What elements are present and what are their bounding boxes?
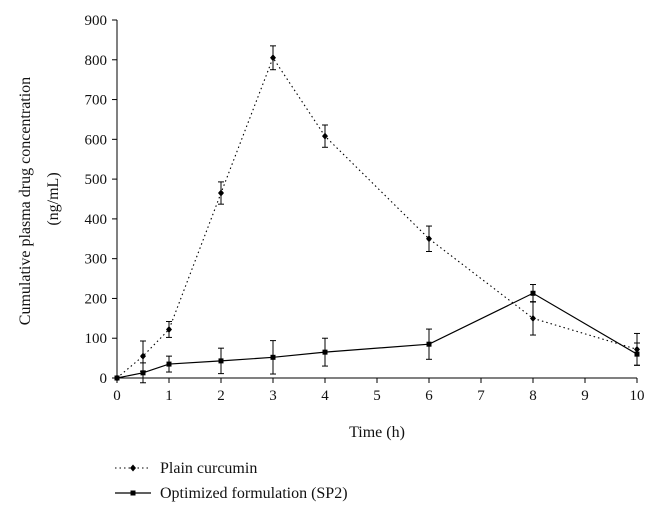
x-axis-title: Time (h) <box>349 424 405 441</box>
x-ticks-group: 0 1 2 3 4 5 6 7 8 9 10 <box>113 378 645 404</box>
y-ticks-group: 0 100 200 300 400 500 600 700 800 900 <box>85 13 117 387</box>
x-tick-label: 8 <box>529 388 537 404</box>
data-point <box>270 54 276 62</box>
data-point <box>426 235 432 243</box>
legend: Plain curcumin Optimized formulation (SP2… <box>115 460 348 502</box>
data-point <box>270 354 276 360</box>
y-tick-label: 700 <box>85 93 108 109</box>
data-point <box>140 352 146 360</box>
x-tick-label: 10 <box>630 388 645 404</box>
x-tick-label: 2 <box>217 388 225 404</box>
series-optimized-formulation <box>114 284 640 384</box>
data-point <box>114 375 120 381</box>
series-plain-curcumin <box>114 45 640 382</box>
data-point <box>322 349 328 355</box>
y-tick-label: 800 <box>85 53 108 69</box>
x-tick-label: 5 <box>373 388 381 404</box>
legend-item: Optimized formulation (SP2) <box>115 485 348 502</box>
data-point <box>530 314 536 322</box>
data-point <box>530 290 536 296</box>
data-point <box>140 370 146 376</box>
series-line <box>116 292 638 379</box>
y-tick-label: 400 <box>85 212 108 228</box>
legend-label: Optimized formulation (SP2) <box>160 485 348 502</box>
x-tick-label: 9 <box>581 388 589 404</box>
x-tick-label: 0 <box>113 388 121 404</box>
y-tick-label: 600 <box>85 132 108 148</box>
y-tick-label: 300 <box>85 252 108 268</box>
data-point <box>634 351 640 357</box>
y-tick-label: 500 <box>85 172 108 188</box>
y-tick-label: 900 <box>85 13 108 29</box>
legend-item: Plain curcumin <box>115 460 257 477</box>
x-tick-label: 3 <box>269 388 277 404</box>
x-tick-label: 1 <box>165 388 173 404</box>
y-axis-title-line2: (ng/mL) <box>45 172 62 225</box>
x-tick-label: 4 <box>321 388 329 404</box>
data-point <box>218 358 224 364</box>
data-point <box>166 325 172 333</box>
legend-label: Plain curcumin <box>160 460 257 477</box>
legend-marker <box>130 490 136 496</box>
y-tick-label: 100 <box>85 331 108 347</box>
series-line <box>116 56 638 379</box>
data-point <box>218 189 224 197</box>
legend-marker <box>130 464 136 472</box>
y-tick-label: 200 <box>85 291 108 307</box>
data-point <box>166 361 172 367</box>
data-point <box>322 132 328 140</box>
y-axis-title-line1: Cumulative plasma drug concentration <box>17 77 34 325</box>
y-tick-label: 0 <box>100 371 108 387</box>
axes-group <box>116 20 637 379</box>
y-axis-title: Cumulative plasma drug concentration (ng… <box>17 73 62 325</box>
x-tick-label: 7 <box>477 388 485 404</box>
x-tick-label: 6 <box>425 388 433 404</box>
data-point <box>426 341 432 347</box>
series-group <box>114 45 640 384</box>
